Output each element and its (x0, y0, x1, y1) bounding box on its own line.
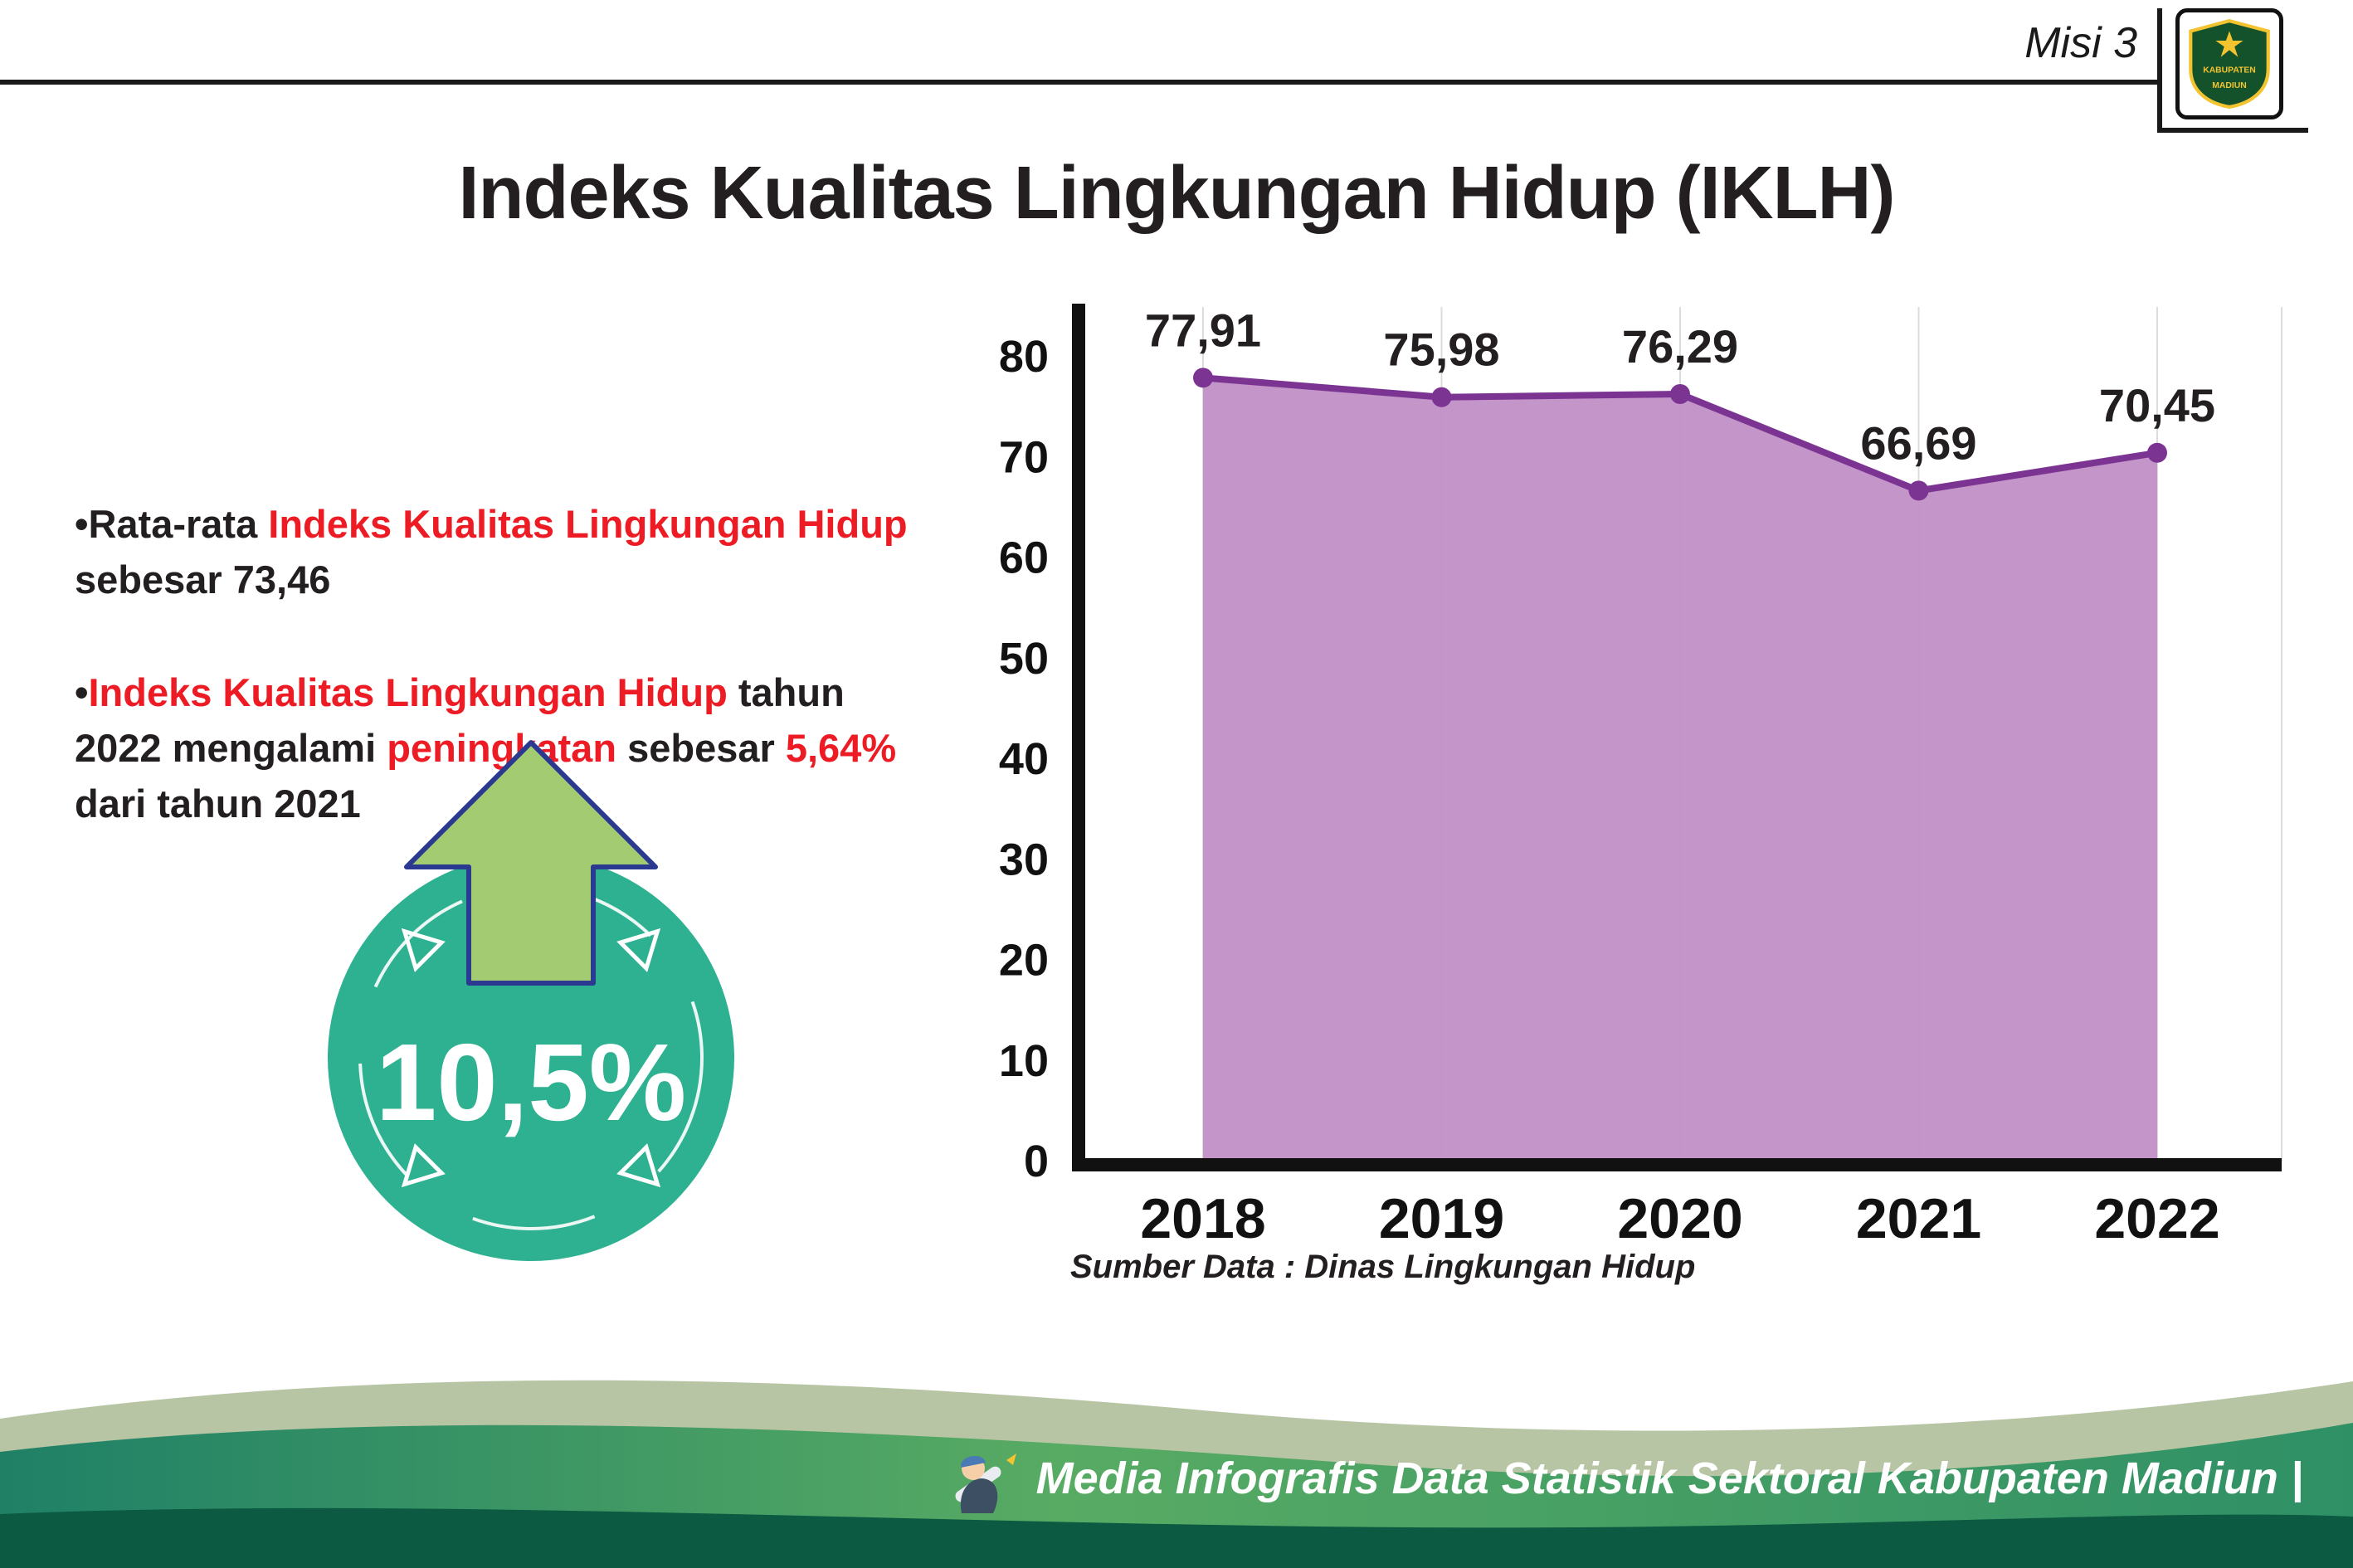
data-point (1193, 368, 1213, 388)
badge-triangle-se (616, 1143, 661, 1188)
footer-wave-dark (0, 1507, 2353, 1568)
y-tick-label: 20 (999, 936, 1049, 986)
badge-triangle-nw (401, 928, 446, 972)
text-segment: sebesar 73,46 (75, 557, 331, 601)
logo-top-text: KABUPATEN (2203, 66, 2256, 75)
y-tick-label: 0 (1024, 1137, 1049, 1186)
badge-value: 10,5% (376, 1021, 686, 1143)
value-label: 66,69 (1860, 416, 1976, 469)
value-label: 76,29 (1622, 320, 1738, 373)
chart-canvas: 77,91 75,98 76,29 66,69 70,45 0 10 20 30 40 50 60 70… (999, 304, 2282, 1250)
mascot-cap (960, 1456, 986, 1468)
x-axis (1072, 1158, 2282, 1171)
footer-credit: Media Infografis Data Statistik Sektoral… (937, 1437, 2303, 1520)
y-axis (1072, 304, 1085, 1168)
x-tick-label: 2019 (1379, 1187, 1504, 1250)
bullet-increase-2022: •Indeks Kualitas Lingkungan Hidup tahun … (75, 665, 929, 831)
increase-badge: 10,5% (274, 730, 788, 1282)
text-segment: • (75, 670, 89, 715)
x-tick-label: 2018 (1140, 1187, 1265, 1250)
badge-triangle-ne (616, 928, 661, 972)
mascot-body (960, 1478, 997, 1513)
badge-triangle-sw (401, 1143, 446, 1188)
header-divider (0, 80, 2157, 85)
mascot-icon (955, 1454, 1016, 1513)
y-tick-label: 80 (999, 332, 1049, 382)
pencil-tip (1006, 1454, 1016, 1465)
bullet-average-iklh: •Rata-rata Indeks Kualitas Lingkungan Hi… (75, 497, 929, 607)
star-icon (2215, 31, 2243, 57)
x-tick-label: 2021 (1856, 1187, 1981, 1250)
text-segment: Indeks Kualitas Lingkungan Hidup (268, 502, 908, 546)
logo-bottom-text: MADIUN (2212, 81, 2247, 90)
text-segment: 5,64% (785, 726, 897, 771)
credit-text: Media Infografis Data Statistik Sektoral… (1035, 1454, 2303, 1503)
coat-of-arms-icon: KABUPATEN MADIUN (2189, 19, 2270, 109)
source-label: Sumber Data : Dinas Lingkungan Hidup (1070, 1249, 1696, 1285)
text-segment: Indeks Kualitas Lingkungan Hidup (88, 670, 728, 715)
badge-canvas: 10,5% (328, 740, 734, 1261)
data-point (1908, 480, 1929, 501)
text-segment: peningkatan (387, 726, 617, 771)
value-label: 75,98 (1383, 324, 1499, 376)
text-segment: dari tahun 2021 (75, 781, 361, 825)
page-title: Indeks Kualitas Lingkungan Hidup (IKLH) (458, 152, 1895, 236)
footer-waves (0, 1380, 2353, 1568)
y-tick-label: 30 (999, 835, 1049, 884)
x-tick-label: 2022 (2094, 1187, 2219, 1250)
x-tick-label: 2020 (1617, 1187, 1742, 1250)
shield-shape (2189, 19, 2270, 109)
kabupaten-madiun-logo: KABUPATEN MADIUN (2175, 8, 2283, 119)
data-point (1431, 387, 1452, 407)
misi-label: Misi 3 (2024, 19, 2137, 67)
y-tick-label: 40 (999, 734, 1049, 784)
up-arrow-icon (404, 740, 658, 986)
y-tick-label: 10 (999, 1036, 1049, 1086)
data-point (2147, 442, 2167, 463)
text-segment: tahun 2022 mengalami (75, 670, 845, 771)
badge-ring (358, 885, 704, 1230)
y-tick-label: 60 (999, 533, 1049, 583)
value-label: 77,91 (1145, 304, 1261, 356)
summary-bullets: •Rata-rata Indeks Kualitas Lingkungan Hi… (75, 458, 929, 890)
data-point (1670, 383, 1690, 404)
text-segment: Rata-rata (88, 502, 269, 546)
text-segment: • (75, 502, 89, 546)
value-label: 70,45 (2099, 379, 2215, 431)
iklh-area-chart: 77,91 75,98 76,29 66,69 70,45 0 10 20 30 40 50 60 70… (946, 274, 2307, 1332)
y-tick-label: 70 (999, 432, 1049, 482)
text-segment: sebesar (616, 726, 786, 771)
y-tick-label: 50 (999, 634, 1049, 684)
logo-frame: KABUPATEN MADIUN (2157, 8, 2308, 133)
chart-area (1203, 377, 2157, 1161)
